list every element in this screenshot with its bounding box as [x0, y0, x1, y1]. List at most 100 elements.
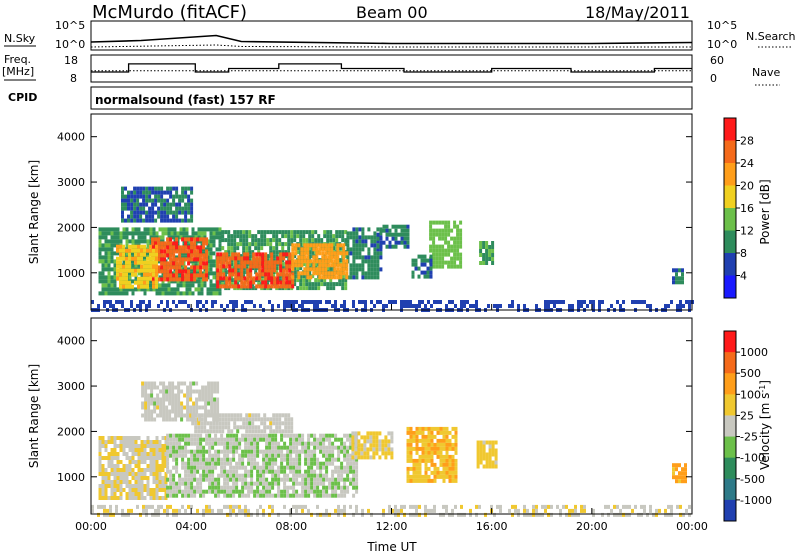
power-cell	[233, 238, 237, 243]
velocity-cell	[372, 431, 376, 436]
velocity-cell	[200, 413, 204, 418]
velocity-cell	[223, 441, 227, 446]
velocity-cell	[304, 441, 308, 446]
velocity-cell	[226, 461, 230, 466]
velocity-cell	[271, 477, 275, 482]
power-cell	[101, 275, 105, 280]
velocity-cell	[295, 489, 299, 494]
velocity-cell	[360, 455, 364, 460]
power-cell	[216, 280, 220, 285]
power-cell	[367, 247, 371, 252]
velocity-cell	[592, 512, 595, 517]
velocity-cell	[337, 445, 341, 450]
power-cell	[276, 260, 280, 265]
power-cell	[403, 232, 407, 237]
power-cell	[435, 252, 439, 257]
power-cell	[101, 267, 105, 272]
velocity-cell	[445, 454, 449, 459]
power-cell	[346, 247, 350, 252]
velocity-cell	[147, 409, 151, 414]
power-cell	[128, 231, 132, 236]
velocity-cell	[412, 504, 415, 509]
velocity-cell	[340, 469, 344, 474]
velocity-cell	[216, 385, 220, 390]
power-cell	[242, 234, 246, 239]
power-cell	[231, 252, 235, 257]
power-cell	[373, 259, 377, 264]
power-cell	[248, 234, 252, 239]
power-cell	[294, 243, 298, 248]
power-cell	[133, 214, 137, 219]
velocity-cell	[307, 453, 311, 458]
power-cell	[190, 265, 194, 270]
velocity-cell	[256, 485, 260, 490]
velocity-cell	[409, 442, 413, 447]
power-cell	[110, 255, 114, 260]
velocity-cell	[162, 389, 166, 394]
velocity-cell	[192, 389, 196, 394]
velocity-cell	[187, 433, 191, 438]
power-cell	[219, 256, 223, 261]
power-cell	[227, 250, 231, 255]
power-cell	[332, 282, 336, 287]
velocity-cell	[682, 512, 685, 517]
velocity-cell	[442, 474, 446, 479]
power-cell	[155, 287, 159, 292]
power-cell	[289, 304, 292, 308]
velocity-cell	[101, 496, 105, 500]
velocity-cell	[277, 445, 281, 450]
velocity-cell	[283, 441, 287, 446]
power-cell	[338, 258, 342, 263]
power-cell	[391, 224, 395, 229]
power-cell	[199, 265, 203, 270]
power-cell	[184, 249, 188, 254]
power-cell	[216, 260, 220, 265]
power-cell	[249, 284, 253, 289]
power-cell	[243, 256, 247, 261]
velocity-cell	[289, 437, 293, 442]
power-cell	[305, 282, 309, 287]
power-cell	[209, 247, 213, 252]
power-cell	[169, 206, 173, 211]
power-cell	[179, 291, 183, 296]
velocity-cell	[119, 436, 123, 440]
velocity-cell	[155, 484, 159, 488]
power-cell	[344, 286, 348, 291]
power-cell	[367, 259, 371, 264]
velocity-cell	[131, 436, 135, 440]
velocity-cell	[181, 493, 185, 498]
power-cell	[335, 282, 339, 287]
power-cell	[107, 251, 111, 256]
velocity-cell	[442, 466, 446, 471]
nsky-series-line	[90, 34, 693, 45]
velocity-cell	[248, 413, 252, 418]
velocity-cell	[319, 477, 323, 482]
power-cell	[260, 242, 264, 247]
power-cell	[196, 300, 199, 304]
power-cell	[311, 238, 315, 243]
velocity-cell	[101, 484, 105, 488]
power-cell	[124, 194, 127, 199]
velocity-cell	[319, 461, 323, 466]
power-cell	[107, 247, 111, 252]
velocity-cell	[162, 385, 166, 390]
velocity-cell	[197, 429, 201, 434]
power-cell	[385, 232, 389, 237]
velocity-cell	[354, 431, 358, 436]
velocity-cell	[194, 413, 198, 418]
velocity-cell	[155, 476, 159, 480]
velocity-cell	[532, 504, 535, 509]
power-cell	[327, 247, 331, 252]
power-cell	[394, 224, 398, 229]
velocity-cell	[346, 445, 350, 450]
power-cell	[242, 238, 246, 243]
power-cell	[291, 255, 295, 260]
power-cell	[447, 220, 451, 225]
power-cell	[333, 275, 337, 280]
velocity-cell	[259, 469, 263, 474]
power-cell	[184, 277, 188, 282]
velocity-cell	[655, 512, 658, 517]
power-cell	[286, 304, 289, 308]
velocity-cell	[424, 426, 428, 431]
power-cell	[345, 263, 349, 268]
